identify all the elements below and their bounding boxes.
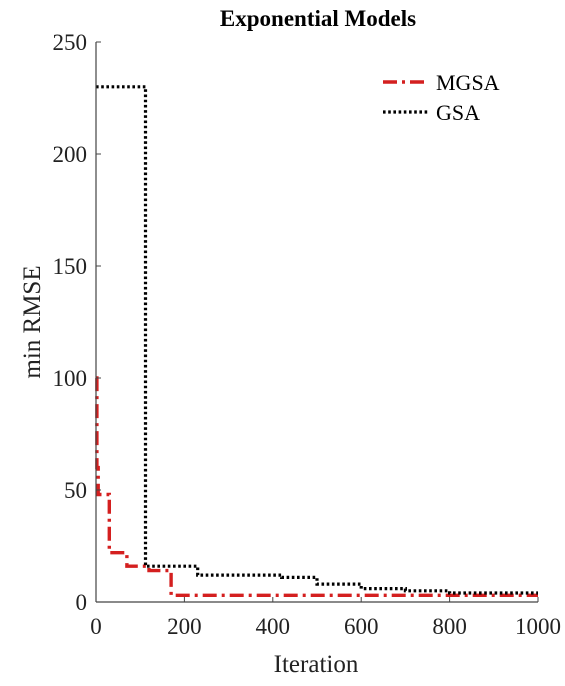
y-tick-label: 100 bbox=[53, 366, 88, 391]
x-tick-label: 0 bbox=[90, 614, 102, 639]
y-axis-label: min RMSE bbox=[19, 265, 46, 378]
series-line-mgsa bbox=[95, 376, 538, 597]
series-layer bbox=[95, 85, 538, 597]
y-tick-label: 200 bbox=[53, 142, 88, 167]
x-tick-label: 600 bbox=[344, 614, 379, 639]
y-tick-label: 250 bbox=[53, 30, 88, 55]
x-axis-label: Iteration bbox=[274, 651, 359, 678]
y-tick-group: 0 50 100 150 200 250 bbox=[53, 30, 101, 615]
x-tick-label: 800 bbox=[432, 614, 467, 639]
x-tick-label: 400 bbox=[256, 614, 291, 639]
y-tick-label: 0 bbox=[76, 590, 88, 615]
axis-layer bbox=[95, 42, 538, 603]
x-tick-label: 200 bbox=[167, 614, 202, 639]
legend: MGSA GSA bbox=[383, 70, 500, 125]
x-tick-label: 1000 bbox=[515, 614, 561, 639]
chart-title: Exponential Models bbox=[220, 6, 416, 31]
legend-label-gsa: GSA bbox=[436, 100, 480, 125]
y-tick-label: 50 bbox=[64, 478, 87, 503]
legend-label-mgsa: MGSA bbox=[436, 70, 500, 95]
series-line-gsa bbox=[96, 85, 538, 595]
y-tick-label: 150 bbox=[53, 254, 88, 279]
x-tick-group: 0 200 400 600 800 1000 bbox=[90, 597, 561, 639]
